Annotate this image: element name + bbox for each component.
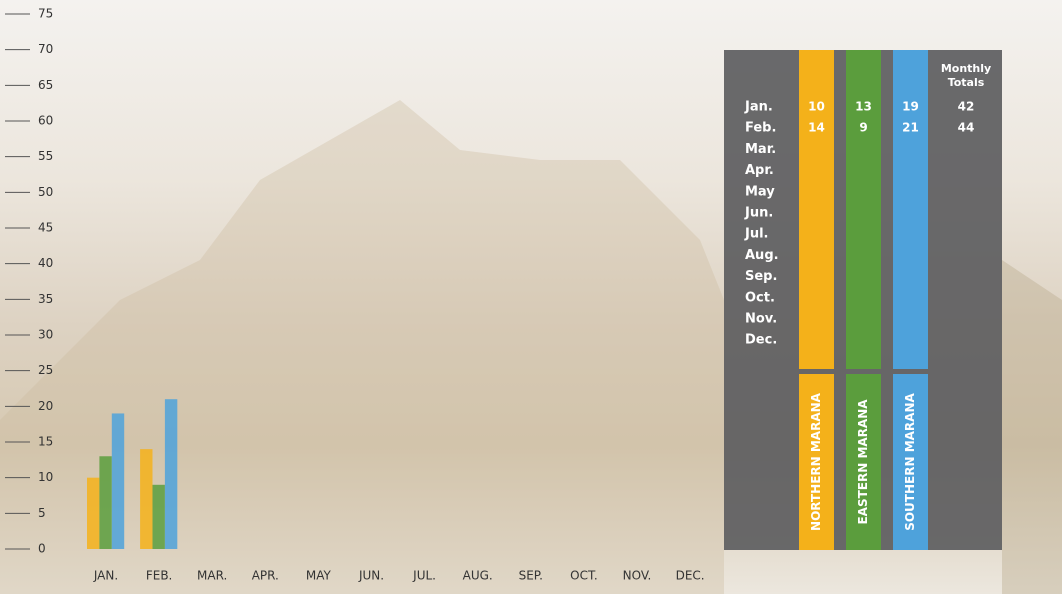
y-tick-label: 10 [38, 470, 53, 484]
y-tick-label: 20 [38, 399, 53, 413]
table-total: 42 [958, 100, 975, 114]
table-month: Feb. [745, 121, 776, 136]
x-tick-label: OCT. [570, 569, 598, 583]
x-tick-label: MAR. [197, 569, 227, 583]
x-tick-label: FEB. [146, 569, 173, 583]
table-value: 14 [808, 121, 825, 135]
table-month: Aug. [745, 248, 779, 263]
table-month: Jul. [744, 227, 769, 242]
bar [99, 456, 112, 549]
x-tick-label: SEP. [519, 569, 543, 583]
table-month: Oct. [745, 290, 775, 305]
x-tick-label: JUL. [412, 569, 436, 583]
table-total: 44 [958, 121, 975, 135]
x-tick-label: JAN. [93, 569, 118, 583]
table-month: Nov. [745, 312, 777, 327]
totals-header: Monthly Totals [940, 62, 992, 89]
y-tick-label: 0 [38, 542, 46, 556]
table-month: Jan. [744, 100, 773, 115]
legend-label: SOUTHERN MARANA [903, 393, 917, 531]
table-month: Apr. [745, 163, 774, 178]
legend-label: EASTERN MARANA [856, 399, 870, 525]
x-tick-label: NOV. [623, 569, 652, 583]
bar [140, 449, 153, 549]
table-value: 13 [855, 100, 872, 114]
y-tick-label: 75 [38, 7, 53, 21]
y-tick-label: 45 [38, 221, 53, 235]
table-month: Jun. [744, 206, 773, 221]
x-tick-label: AUG. [463, 569, 493, 583]
column-fill [799, 50, 834, 369]
bar [87, 477, 100, 549]
y-tick-label: 60 [38, 114, 53, 128]
table-value: 9 [859, 121, 867, 135]
y-tick-label: 5 [38, 506, 46, 520]
table-month: May [745, 184, 775, 199]
y-tick-label: 40 [38, 256, 53, 270]
legend-swatch [846, 374, 881, 550]
mountain [0, 100, 724, 594]
y-tick-label: 15 [38, 435, 53, 449]
x-tick-label: MAY [306, 569, 332, 583]
y-tick-label: 50 [38, 185, 53, 199]
bar [152, 484, 165, 549]
column-fill [893, 50, 928, 369]
table-month: Dec. [745, 333, 777, 348]
x-tick-label: JUN. [358, 569, 384, 583]
legend-swatch [893, 374, 928, 550]
y-tick-label: 55 [38, 149, 53, 163]
x-tick-label: DEC. [676, 569, 705, 583]
y-tick-label: 25 [38, 363, 53, 377]
table-value: 21 [902, 121, 919, 135]
y-tick-label: 30 [38, 328, 53, 342]
table-value: 19 [902, 100, 919, 114]
table-month: Sep. [745, 269, 777, 284]
table-value: 10 [808, 100, 825, 114]
column-fill [846, 50, 881, 369]
legend-swatch [799, 374, 834, 550]
bar [111, 413, 125, 549]
y-tick-label: 70 [38, 42, 53, 56]
y-tick-label: 65 [38, 78, 53, 92]
legend-label: NORTHERN MARANA [809, 392, 823, 531]
y-tick-label: 35 [38, 292, 53, 306]
x-tick-label: APR. [252, 569, 279, 583]
table-month: Mar. [745, 142, 776, 157]
bar [164, 399, 178, 549]
hill [1002, 260, 1062, 594]
